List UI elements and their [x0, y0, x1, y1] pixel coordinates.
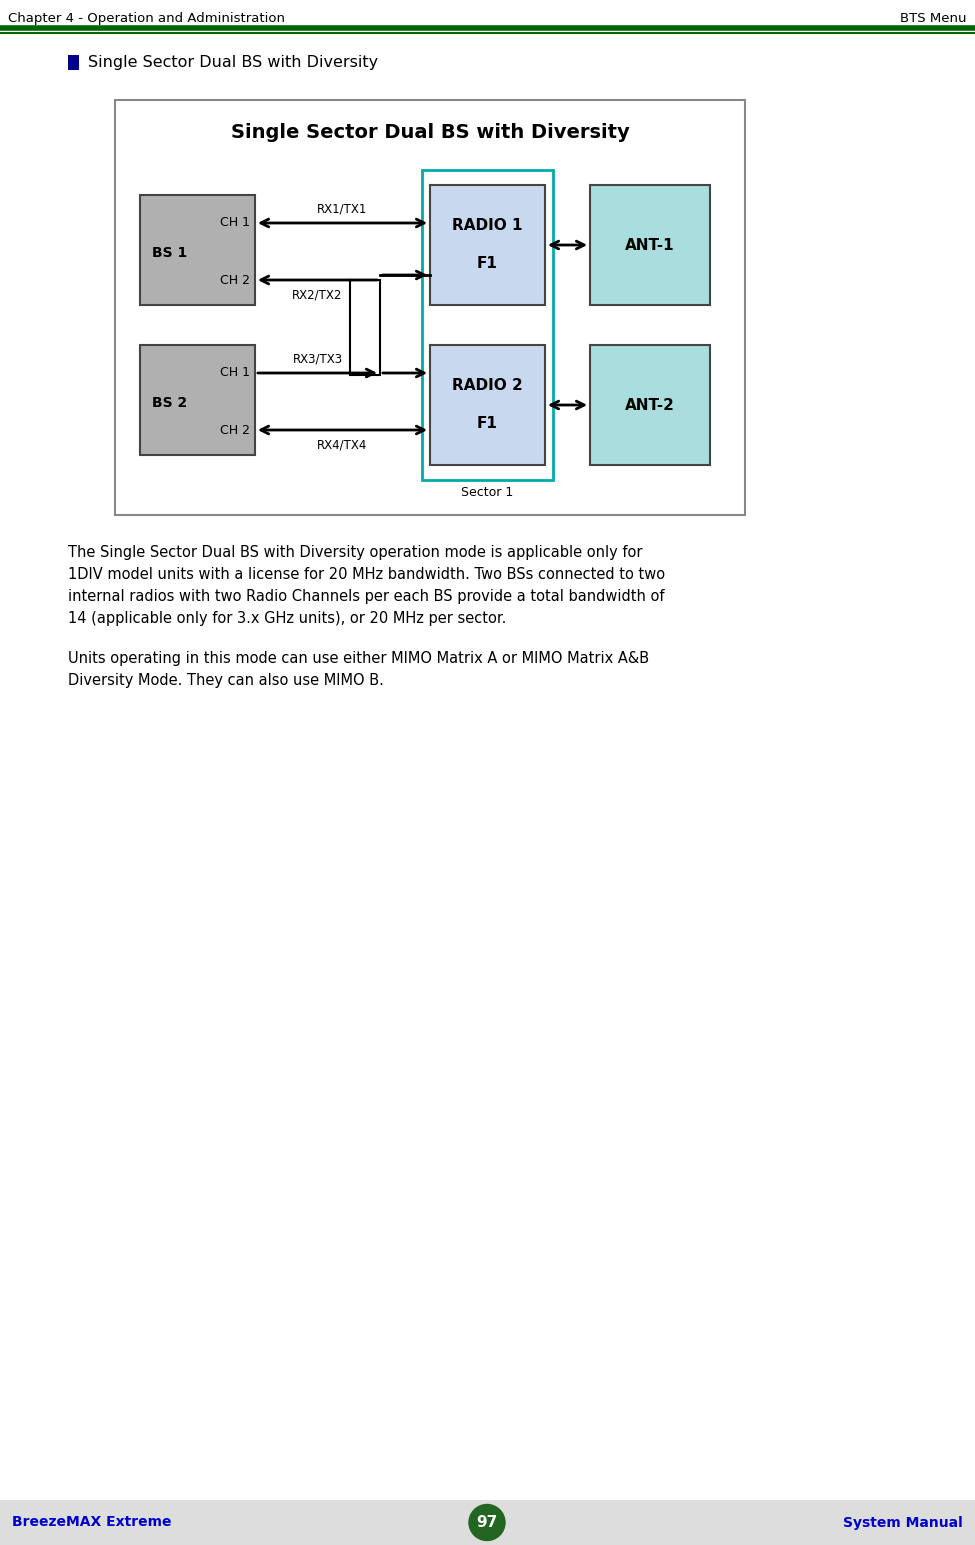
Bar [140, 345, 255, 454]
Text: internal radios with two Radio Channels per each BS provide a total bandwidth of: internal radios with two Radio Channels … [68, 589, 665, 604]
Text: Chapter 4 - Operation and Administration: Chapter 4 - Operation and Administration [8, 12, 285, 25]
Text: BreezeMAX Extreme: BreezeMAX Extreme [12, 1516, 172, 1530]
Bar [68, 56, 79, 70]
Text: Sector 1: Sector 1 [461, 485, 514, 499]
Text: CH 1: CH 1 [220, 216, 250, 230]
Circle shape [469, 1505, 505, 1540]
Text: CH 2: CH 2 [220, 273, 250, 286]
Text: Units operating in this mode can use either MIMO Matrix A or MIMO Matrix A&B: Units operating in this mode can use eit… [68, 650, 649, 666]
Bar [590, 185, 710, 304]
Bar [430, 345, 545, 465]
Text: 97: 97 [477, 1516, 497, 1530]
Text: BS 1: BS 1 [152, 246, 187, 260]
Text: RX4/TX4: RX4/TX4 [317, 437, 368, 451]
Text: BS 2: BS 2 [152, 396, 187, 409]
Text: 14 (applicable only for 3.x GHz units), or 20 MHz per sector.: 14 (applicable only for 3.x GHz units), … [68, 610, 506, 626]
Bar [590, 345, 710, 465]
Text: Diversity Mode. They can also use MIMO B.: Diversity Mode. They can also use MIMO B… [68, 674, 384, 688]
Text: System Manual: System Manual [843, 1516, 963, 1530]
Text: The Single Sector Dual BS with Diversity operation mode is applicable only for: The Single Sector Dual BS with Diversity… [68, 545, 643, 559]
Text: Single Sector Dual BS with Diversity: Single Sector Dual BS with Diversity [88, 54, 378, 70]
Bar [430, 185, 545, 304]
Text: BTS Menu: BTS Menu [901, 12, 967, 25]
Text: RX2/TX2: RX2/TX2 [292, 287, 342, 301]
Bar [350, 280, 380, 375]
Text: CH 2: CH 2 [220, 423, 250, 437]
Text: ANT-1: ANT-1 [625, 238, 675, 252]
Text: CH 1: CH 1 [220, 366, 250, 380]
Text: RADIO 1: RADIO 1 [452, 218, 523, 232]
Bar [0, 1500, 975, 1545]
Text: RX3/TX3: RX3/TX3 [292, 352, 342, 365]
Text: ANT-2: ANT-2 [625, 397, 675, 413]
Text: F1: F1 [477, 255, 498, 270]
Text: 1DIV model units with a license for 20 MHz bandwidth. Two BSs connected to two: 1DIV model units with a license for 20 M… [68, 567, 665, 582]
Bar [422, 170, 553, 480]
Text: F1: F1 [477, 416, 498, 431]
Bar [115, 100, 745, 514]
Bar [140, 195, 255, 304]
Text: RX1/TX1: RX1/TX1 [317, 202, 368, 215]
Text: Single Sector Dual BS with Diversity: Single Sector Dual BS with Diversity [231, 122, 630, 142]
Text: RADIO 2: RADIO 2 [452, 377, 523, 392]
